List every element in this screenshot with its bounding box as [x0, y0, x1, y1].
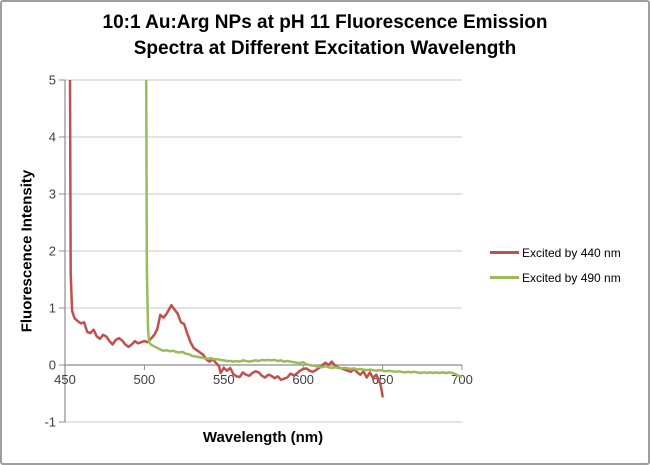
legend: Excited by 440 nm Excited by 490 nm — [490, 240, 621, 290]
x-tick-label: 550 — [213, 372, 235, 387]
y-tick-label: 5 — [49, 73, 56, 88]
y-tick-label: -1 — [44, 415, 56, 430]
legend-label: Excited by 440 nm — [522, 245, 621, 260]
legend-item: Excited by 490 nm — [490, 265, 621, 290]
chart-title-line-1: 10:1 Au:Arg NPs at pH 11 Fluorescence Em… — [102, 12, 548, 33]
legend-label: Excited by 490 nm — [522, 270, 621, 285]
y-tick-label: 1 — [49, 301, 56, 316]
chart-title: 10:1 Au:Arg NPs at pH 11 Fluorescence Em… — [2, 10, 648, 62]
legend-item: Excited by 440 nm — [490, 240, 621, 265]
chart-title-line-2: Spectra at Different Excitation Waveleng… — [133, 38, 517, 59]
x-tick-label: 600 — [292, 372, 314, 387]
y-tick-label: 2 — [49, 244, 56, 259]
y-axis-title: Fluorescence Intensity — [18, 169, 36, 333]
legend-line-marker — [490, 276, 519, 279]
x-tick-label: 450 — [54, 372, 76, 387]
y-tick-label: 4 — [49, 130, 56, 145]
y-tick-label: 0 — [49, 358, 56, 373]
series-line-0 — [68, 80, 384, 398]
x-axis-title: Wavelength (nm) — [202, 429, 324, 446]
x-tick-label: 500 — [134, 372, 156, 387]
series-line-1 — [144, 80, 462, 379]
legend-line-marker — [490, 251, 519, 254]
y-tick-label: 3 — [49, 187, 56, 202]
